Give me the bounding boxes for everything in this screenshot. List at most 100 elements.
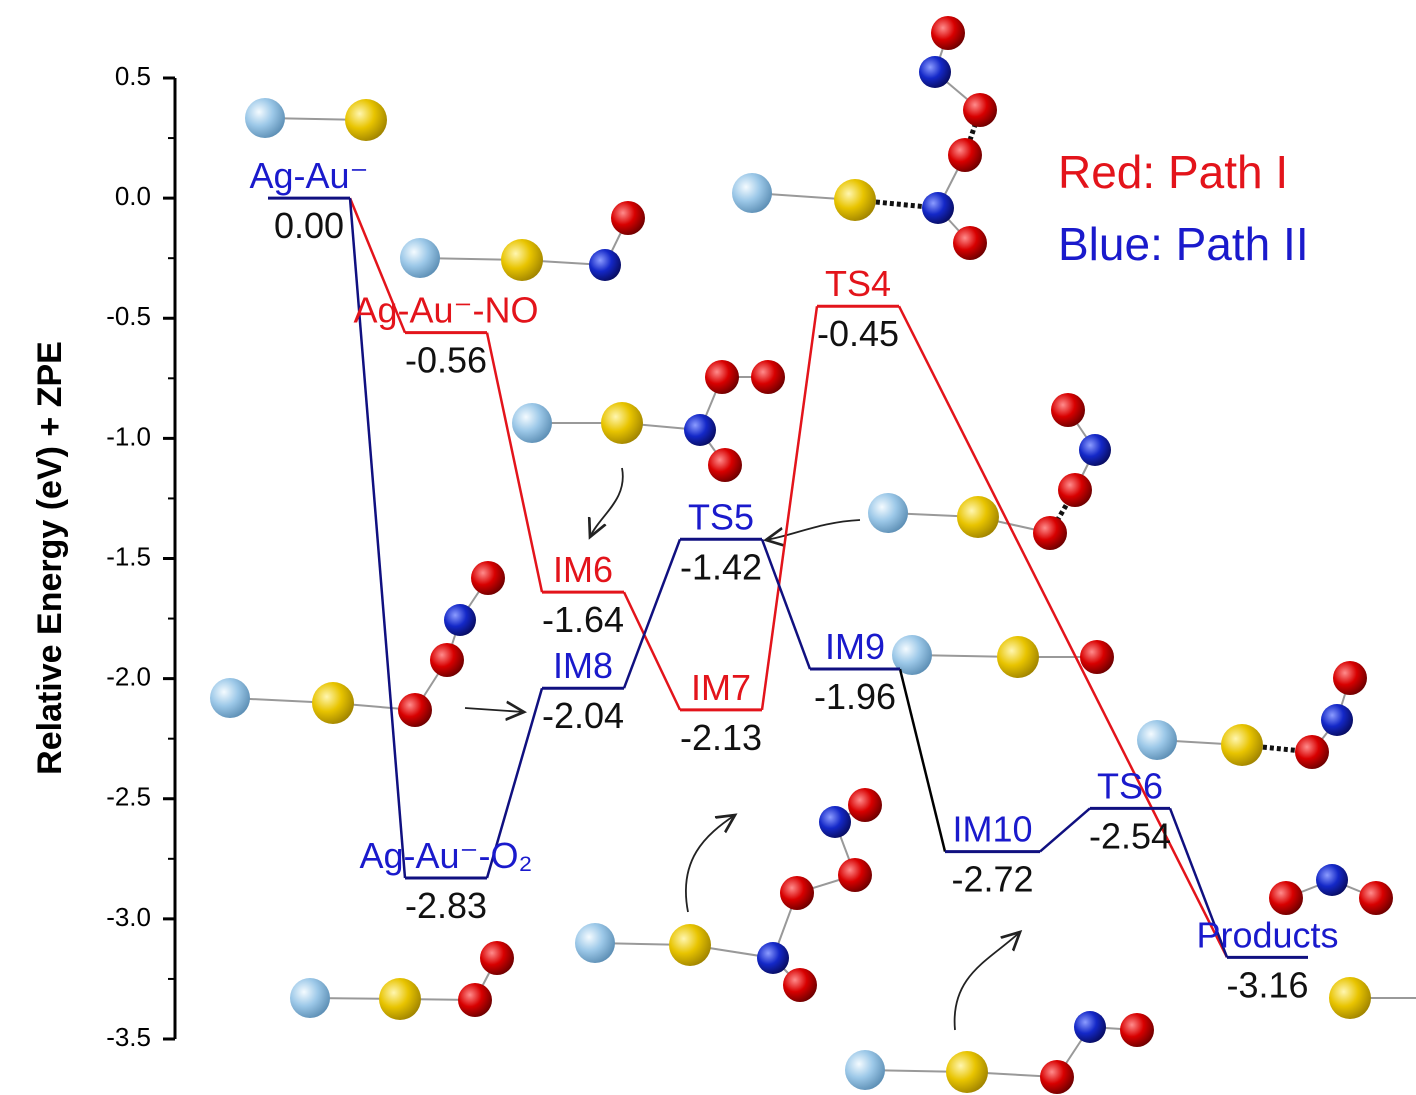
level-label: Ag-Au⁻ <box>249 155 368 196</box>
atom <box>948 138 982 172</box>
molecule <box>245 98 387 141</box>
atom <box>757 942 789 974</box>
y-tick-label: -1.5 <box>106 541 151 571</box>
value-label: -1.64 <box>542 599 624 640</box>
y-tick-label: -2.0 <box>106 662 151 692</box>
atom <box>400 238 440 278</box>
value-label: -2.54 <box>1089 815 1171 856</box>
atom <box>345 99 387 141</box>
atom <box>601 402 643 444</box>
value-label: -1.42 <box>680 546 762 587</box>
molecule <box>892 635 1114 678</box>
atom <box>845 1050 885 1090</box>
atom <box>1269 881 1303 915</box>
atom <box>834 179 876 221</box>
atom <box>290 978 330 1018</box>
atom <box>848 788 882 822</box>
value-label: -0.56 <box>405 340 487 381</box>
atom <box>669 924 711 966</box>
atom <box>957 496 999 538</box>
atom <box>1033 516 1067 550</box>
atom <box>512 403 552 443</box>
molecule <box>1329 977 1416 1019</box>
level-label: Products <box>1196 914 1338 955</box>
atom <box>480 941 514 975</box>
connector <box>624 592 680 710</box>
molecule <box>1269 864 1393 915</box>
value-label: -2.83 <box>405 885 487 926</box>
atom <box>838 858 872 892</box>
level-label: TS5 <box>688 496 754 537</box>
atom <box>732 173 772 213</box>
molecule <box>400 201 645 281</box>
atom <box>471 561 505 595</box>
atom <box>868 493 908 533</box>
connector <box>624 539 680 688</box>
level-label: IM8 <box>553 645 613 686</box>
y-tick-label: 0.5 <box>115 61 151 91</box>
level-label: IM10 <box>952 809 1032 850</box>
atom <box>1058 473 1092 507</box>
atom <box>398 693 432 727</box>
atom <box>589 249 621 281</box>
molecule <box>845 1011 1154 1094</box>
page: Relative Energy (eV) + ZPE 0.50.0-0.5-1.… <box>0 0 1416 1095</box>
atom <box>611 201 645 235</box>
value-label: -2.13 <box>680 717 762 758</box>
atom <box>1321 704 1353 736</box>
atom <box>931 16 965 50</box>
value-label: -0.45 <box>817 313 899 354</box>
atom <box>379 978 421 1020</box>
atom <box>708 448 742 482</box>
atom <box>751 360 785 394</box>
atom <box>1221 724 1263 766</box>
atom <box>922 192 954 224</box>
atom <box>430 643 464 677</box>
value-label: -1.96 <box>814 676 896 717</box>
molecule <box>1137 661 1367 769</box>
molecule <box>210 561 505 727</box>
atom <box>575 923 615 963</box>
legend-entry: Blue: Path II <box>1058 218 1309 270</box>
atom <box>501 239 543 281</box>
atom <box>1316 864 1348 896</box>
atom <box>997 636 1039 678</box>
level-label: IM9 <box>825 626 885 667</box>
atom <box>1333 661 1367 695</box>
level-label: Ag-Au⁻-NO <box>353 290 538 331</box>
atom <box>1074 1011 1106 1043</box>
atom <box>1040 1060 1074 1094</box>
atom <box>783 968 817 1002</box>
atom <box>684 414 716 446</box>
level-label: TS6 <box>1097 765 1163 806</box>
atom <box>819 806 851 838</box>
atom <box>444 604 476 636</box>
y-tick-label: 0.0 <box>115 181 151 211</box>
legend-entry: Red: Path I <box>1058 146 1288 198</box>
atom <box>1120 1013 1154 1047</box>
molecule <box>868 393 1111 550</box>
y-tick-label: -2.5 <box>106 782 151 812</box>
atom <box>946 1051 988 1093</box>
level-label: IM6 <box>553 549 613 590</box>
atom <box>919 56 951 88</box>
level-label: Ag-Au⁻-O₂ <box>359 835 532 876</box>
atom <box>1080 640 1114 674</box>
atom <box>1329 977 1371 1019</box>
atom <box>1359 881 1393 915</box>
level-label: IM7 <box>691 667 751 708</box>
atom <box>963 93 997 127</box>
y-tick-label: -1.0 <box>106 421 151 451</box>
atom <box>1137 720 1177 760</box>
molecule <box>512 360 785 482</box>
atom <box>953 226 987 260</box>
atom <box>312 682 354 724</box>
y-tick-label: -3.0 <box>106 902 151 932</box>
chart: Relative Energy (eV) + ZPE 0.50.0-0.5-1.… <box>0 0 1416 1095</box>
molecule <box>732 16 997 260</box>
connector <box>900 669 945 852</box>
value-label: -2.72 <box>951 859 1033 900</box>
level-label: TS4 <box>825 263 891 304</box>
molecule <box>290 941 514 1020</box>
connector <box>487 333 542 592</box>
